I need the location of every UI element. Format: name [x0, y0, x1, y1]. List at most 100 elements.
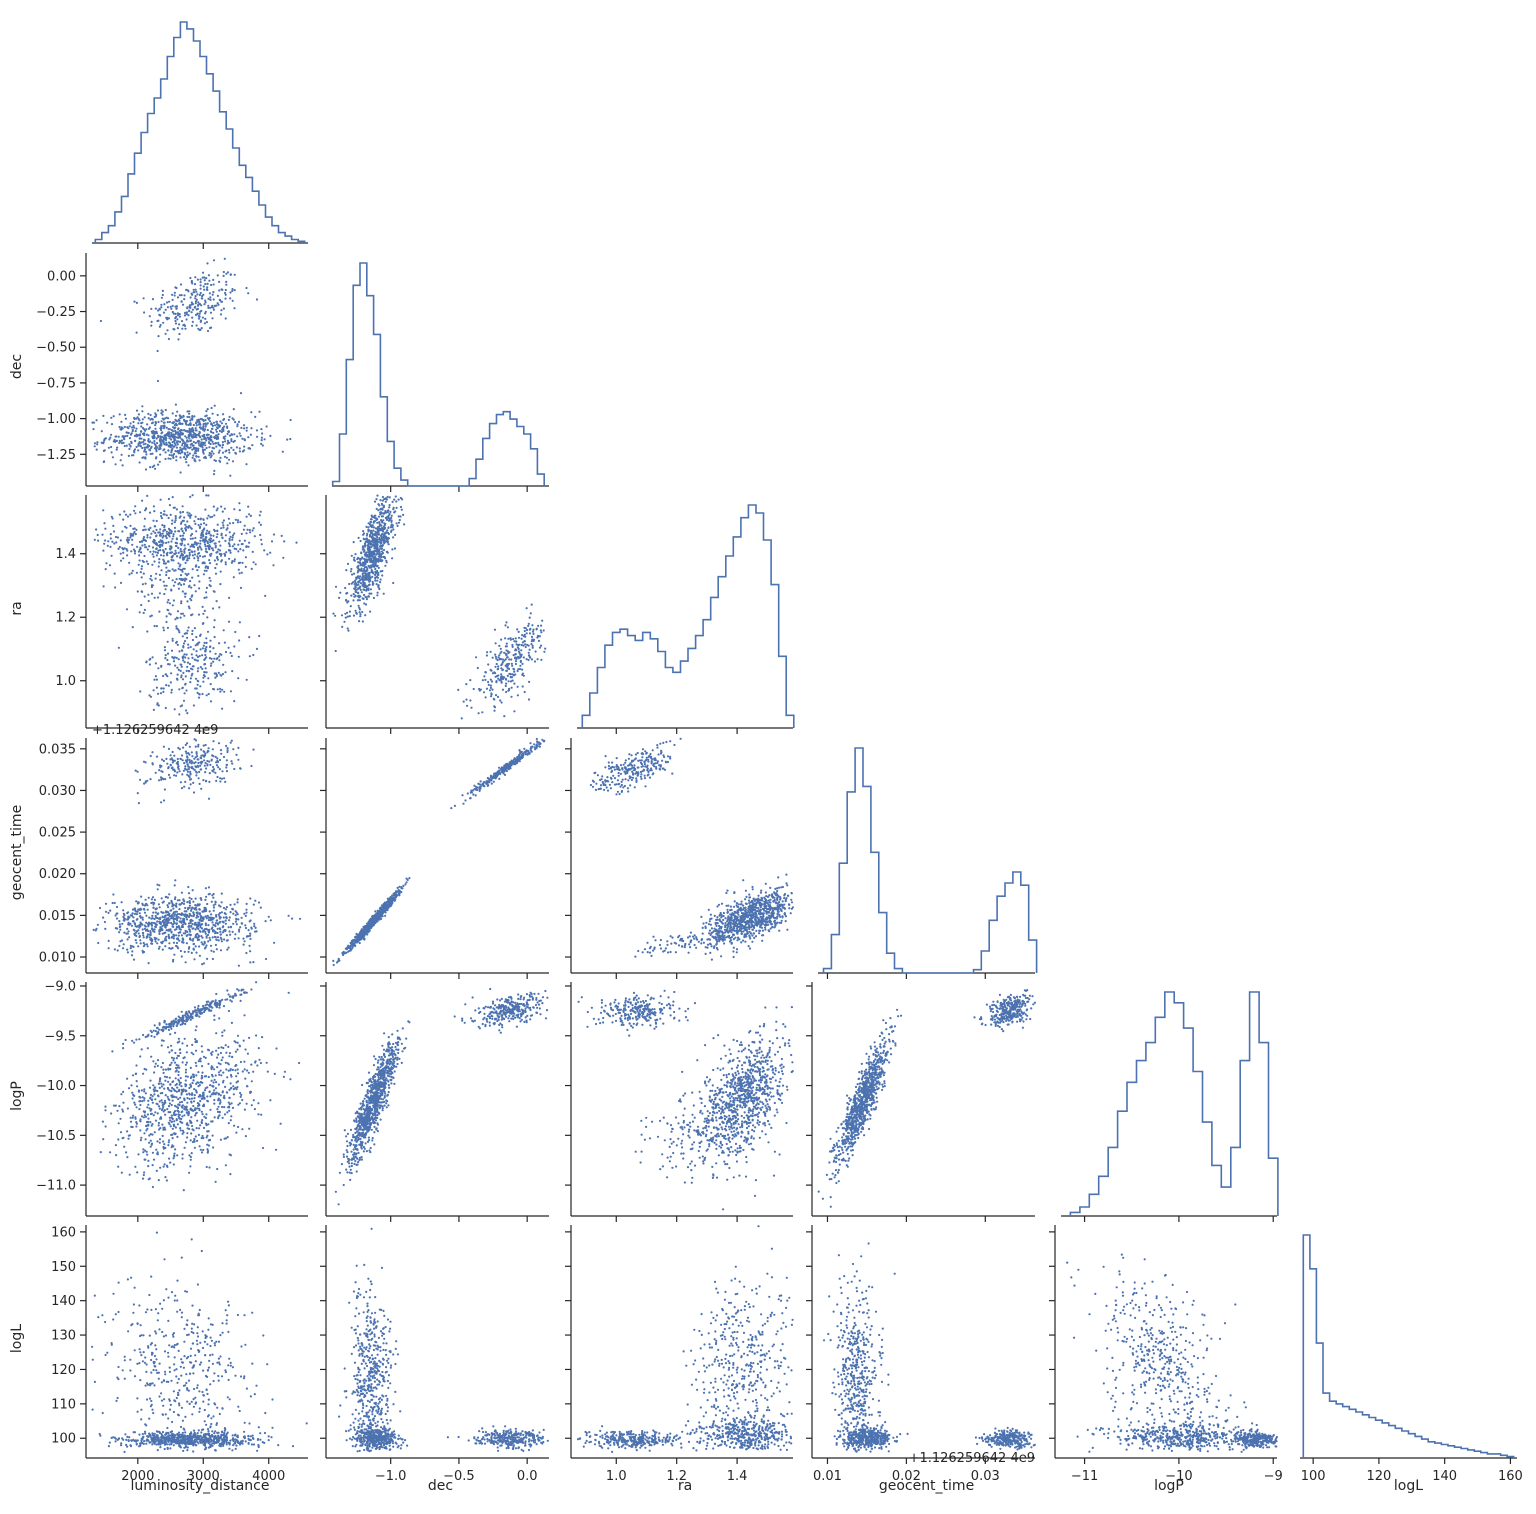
scatter-point — [154, 421, 157, 424]
scatter-point — [376, 531, 379, 534]
scatter-point — [382, 533, 386, 536]
scatter-point — [221, 536, 224, 539]
scatter-point — [386, 509, 389, 512]
scatter-point — [229, 911, 232, 914]
scatter-point — [122, 435, 125, 438]
scatter-point — [218, 642, 221, 645]
scatter-point — [111, 901, 114, 905]
scatter-point — [535, 627, 538, 630]
scatter-point — [133, 300, 136, 303]
scatter-point — [191, 418, 194, 421]
scatter-point — [116, 912, 119, 915]
scatter-point — [391, 557, 394, 560]
scatter-point — [209, 944, 213, 947]
scatter-point — [103, 542, 106, 545]
scatter-point — [220, 430, 223, 434]
scatter-point — [369, 559, 372, 562]
scatter-point — [189, 922, 192, 925]
scatter-point — [160, 569, 163, 572]
scatter-point — [252, 561, 255, 564]
scatter-point — [374, 534, 377, 537]
scatter-point — [174, 432, 177, 435]
scatter-point — [139, 939, 142, 942]
scatter-point — [197, 556, 200, 560]
scatter-point — [224, 671, 227, 674]
scatter-point — [174, 431, 177, 434]
scatter-point — [158, 945, 161, 948]
scatter-point — [212, 740, 215, 743]
scatter-point — [178, 516, 181, 519]
scatter-point — [183, 579, 186, 582]
scatter-point — [224, 650, 228, 654]
scatter-point — [188, 416, 191, 419]
scatter-point — [110, 445, 113, 449]
scatter-point — [193, 283, 197, 286]
scatter-point — [164, 895, 167, 899]
scatter-point — [245, 515, 248, 518]
scatter-point — [486, 776, 489, 780]
scatter-point — [160, 432, 163, 435]
scatter-point — [183, 567, 186, 570]
scatter-point — [191, 537, 194, 540]
scatter-point — [215, 948, 218, 951]
scatter-point — [179, 434, 182, 437]
scatter-point — [225, 763, 228, 767]
scatter-point — [182, 439, 185, 442]
scatter-point — [157, 549, 160, 552]
scatter-point — [534, 650, 537, 653]
scatter-point — [135, 331, 138, 334]
scatter-point — [174, 312, 177, 315]
scatter-point — [162, 924, 166, 927]
scatter-point — [203, 755, 206, 758]
scatter-point — [174, 618, 177, 621]
scatter-point — [167, 497, 170, 501]
scatter-point — [344, 586, 347, 590]
scatter-point — [205, 569, 208, 572]
scatter-point — [214, 442, 217, 445]
scatter-point — [179, 452, 182, 455]
scatter-point — [193, 415, 196, 418]
scatter-point — [116, 446, 119, 449]
scatter-point — [168, 535, 171, 538]
scatter-point — [193, 958, 196, 961]
scatter-point — [228, 916, 231, 919]
scatter-point — [269, 551, 272, 554]
scatter-point — [194, 295, 197, 298]
scatter-point — [174, 414, 178, 417]
scatter-point — [202, 644, 205, 647]
scatter-point — [381, 508, 384, 511]
scatter-point — [375, 583, 378, 586]
scatter-point — [509, 676, 512, 679]
scatter-point — [164, 931, 167, 934]
scatter-point — [170, 451, 173, 454]
scatter-point — [205, 414, 208, 417]
scatter-point — [499, 699, 502, 702]
scatter-point — [154, 925, 157, 928]
scatter-point — [156, 551, 159, 555]
scatter-point — [191, 638, 194, 642]
scatter-point — [209, 579, 212, 582]
scatter-point — [533, 743, 536, 746]
scatter-point — [221, 288, 224, 291]
scatter-point — [167, 663, 170, 666]
scatter-point — [169, 681, 172, 684]
scatter-point — [131, 908, 135, 911]
scatter-point — [215, 563, 218, 566]
scatter-point — [166, 433, 169, 436]
scatter-point — [226, 432, 229, 436]
scatter-point — [214, 544, 217, 547]
scatter-point — [220, 752, 223, 755]
scatter-point — [171, 604, 174, 607]
scatter-point — [121, 464, 124, 467]
scatter-point — [181, 678, 185, 681]
scatter-point — [199, 919, 202, 922]
scatter-point — [127, 454, 130, 457]
scatter-point — [506, 674, 509, 678]
scatter-point — [236, 901, 239, 904]
scatter-point — [218, 659, 221, 662]
scatter-point — [215, 437, 218, 441]
scatter-point — [245, 902, 248, 906]
scatter-point — [375, 498, 378, 501]
scatter-point — [376, 558, 379, 562]
scatter-point — [352, 541, 355, 544]
